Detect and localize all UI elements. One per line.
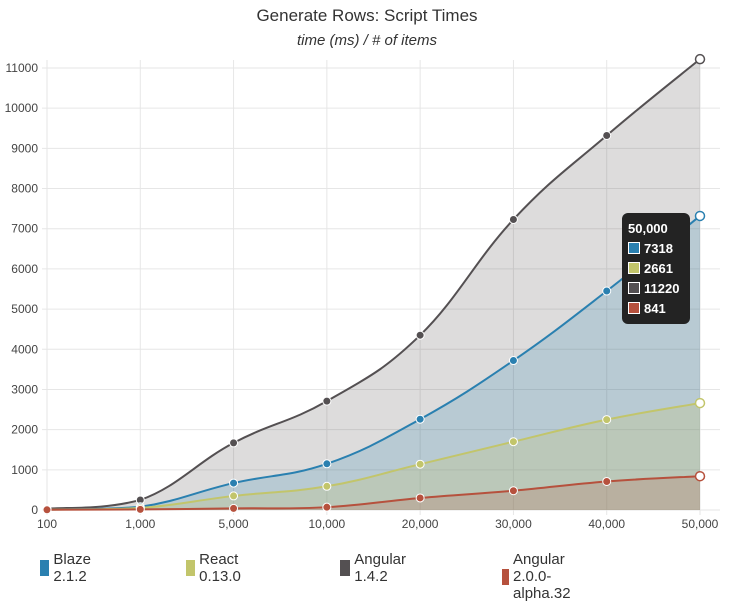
data-point-blaze-2-1-2[interactable] <box>415 414 425 424</box>
tooltip-swatch <box>628 242 640 254</box>
tooltip-value: 2661 <box>644 260 673 276</box>
y-tick-label: 11000 <box>6 61 39 75</box>
tooltip-title: 50,000 <box>628 221 668 236</box>
legend-item-angular-1[interactable]: Angular 1.4.2 <box>340 551 412 585</box>
data-point-angular-1-4-2[interactable] <box>415 330 425 340</box>
x-tick-label: 50,000 <box>682 517 719 531</box>
line-layer <box>46 58 701 511</box>
x-tick-label: 40,000 <box>588 517 625 531</box>
y-tick-label: 3000 <box>11 382 38 396</box>
data-point-angular-2-0-0-alpha-32[interactable] <box>508 486 518 496</box>
x-tick-label: 100 <box>37 517 57 531</box>
data-point-react-0-13-0[interactable] <box>322 481 332 491</box>
legend-swatch <box>186 560 196 576</box>
data-point-angular-1-4-2[interactable] <box>322 396 332 406</box>
data-point-angular-2-0-0-alpha-32[interactable] <box>694 470 706 482</box>
data-point-blaze-2-1-2[interactable] <box>229 478 239 488</box>
y-tick-label: 10000 <box>5 101 39 115</box>
x-tick-label: 30,000 <box>495 517 532 531</box>
series-area-angular-2-0-0-alpha-32 <box>47 476 700 510</box>
tooltip-swatch <box>628 262 640 274</box>
data-point-blaze-2-1-2[interactable] <box>602 286 612 296</box>
x-tick-label: 20,000 <box>402 517 439 531</box>
data-point-blaze-2-1-2[interactable] <box>694 210 706 222</box>
y-tick-label: 8000 <box>11 182 38 196</box>
chart-subtitle: time (ms) / # of items <box>296 32 438 49</box>
tooltip-row: 841 <box>628 298 684 318</box>
legend-label: React 0.13.0 <box>199 551 241 585</box>
legend-swatch <box>340 560 351 576</box>
data-point-angular-2-0-0-alpha-32[interactable] <box>415 493 425 503</box>
x-tick-label: 1,000 <box>125 517 155 531</box>
y-tick-label: 5000 <box>11 302 38 316</box>
series-line-angular-1-4-2 <box>46 58 701 510</box>
data-point-blaze-2-1-2[interactable] <box>322 459 332 469</box>
data-point-angular-1-4-2[interactable] <box>602 131 612 141</box>
x-tick-label: 5,000 <box>219 517 249 531</box>
tooltip-row: 2661 <box>628 258 684 278</box>
chart-title: Generate Rows: Script Times <box>256 6 478 25</box>
series-line-react-0-13-0 <box>46 402 701 511</box>
series-line-blaze-2-1-2 <box>46 215 701 511</box>
y-tick-label: 4000 <box>11 342 38 356</box>
legend-label: Angular 1.4.2 <box>354 551 406 585</box>
point-layer <box>42 53 706 515</box>
tooltip-value: 11220 <box>644 280 680 296</box>
legend-label: Blaze 2.1.2 <box>53 551 91 585</box>
x-tick-label: 10,000 <box>309 517 346 531</box>
data-point-angular-2-0-0-alpha-32[interactable] <box>135 504 145 514</box>
series-line-angular-2-0-0-alpha-32 <box>46 475 701 511</box>
data-point-angular-1-4-2[interactable] <box>508 214 518 224</box>
series-area-react-0-13-0 <box>47 403 700 510</box>
tooltip-row: 7318 <box>628 238 684 258</box>
y-tick-label: 9000 <box>11 141 38 155</box>
data-point-blaze-2-1-2[interactable] <box>508 356 518 366</box>
data-point-react-0-13-0[interactable] <box>508 437 518 447</box>
tooltip-swatch <box>628 282 640 294</box>
data-point-angular-2-0-0-alpha-32[interactable] <box>322 502 332 512</box>
y-tick-label: 0 <box>31 503 38 517</box>
tooltip-row: 11220 <box>628 278 684 298</box>
data-point-react-0-13-0[interactable] <box>694 397 706 409</box>
data-point-angular-2-0-0-alpha-32[interactable] <box>602 476 612 486</box>
tooltip-value: 7318 <box>644 240 673 256</box>
tooltip-value: 841 <box>644 300 666 316</box>
legend-swatch <box>40 560 50 576</box>
data-point-angular-2-0-0-alpha-32[interactable] <box>42 505 52 515</box>
legend-item-blaze[interactable]: Blaze 2.1.2 <box>40 551 98 585</box>
y-tick-label: 2000 <box>11 423 38 437</box>
data-point-angular-1-4-2[interactable] <box>229 438 239 448</box>
data-point-angular-1-4-2[interactable] <box>694 53 706 65</box>
y-tick-label: 7000 <box>11 222 38 236</box>
y-tick-label: 1000 <box>11 463 38 477</box>
data-point-react-0-13-0[interactable] <box>415 459 425 469</box>
y-tick-label: 6000 <box>11 262 38 276</box>
chart-plot-area: 0 1000 2000 3000 4000 5000 6000 7000 8000 9000 100… <box>5 53 720 531</box>
tooltip-swatch <box>628 302 640 314</box>
data-point-react-0-13-0[interactable] <box>602 415 612 425</box>
data-point-react-0-13-0[interactable] <box>229 491 239 501</box>
axis-layer: 0 1000 2000 3000 4000 5000 6000 7000 8000 9000 100… <box>5 61 719 531</box>
data-point-angular-2-0-0-alpha-32[interactable] <box>229 503 239 513</box>
series-area-angular-1-4-2 <box>47 59 700 510</box>
legend-item-react[interactable]: React 0.13.0 <box>186 551 248 585</box>
hover-tooltip: 50,000 7318 2661 11220 841 <box>622 213 690 324</box>
area-layer <box>47 59 700 510</box>
